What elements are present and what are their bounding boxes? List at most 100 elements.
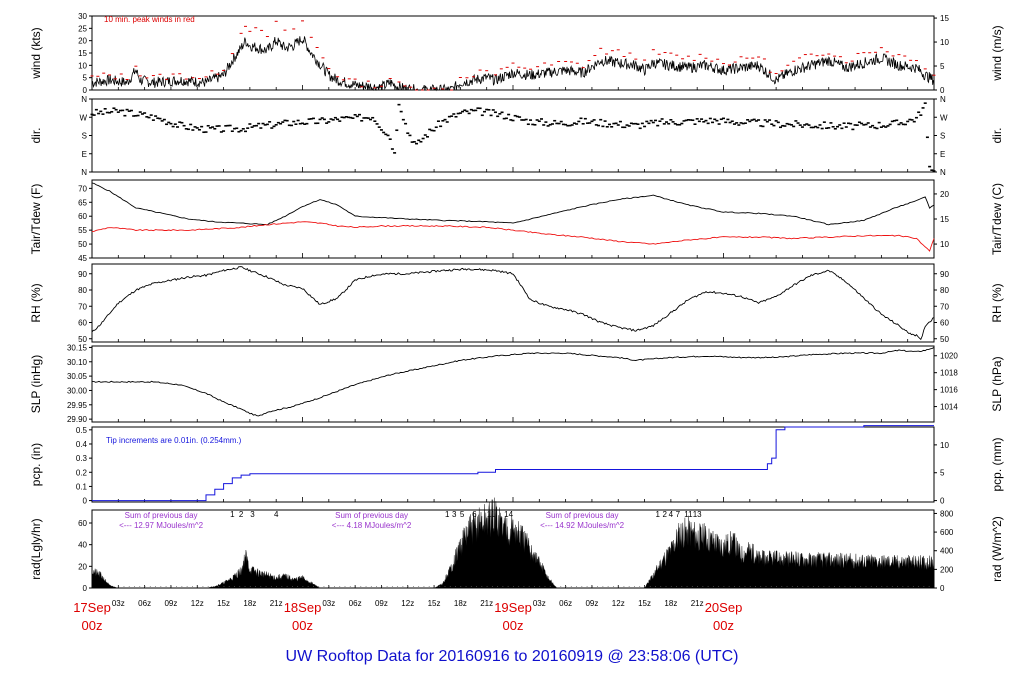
date-label-hour: 00z (713, 618, 734, 633)
temperature-ytick-label-left: 60 (78, 212, 87, 221)
wind-ytick-label-left: 5 (83, 74, 88, 83)
radiation-ytick-label-left: 20 (78, 562, 87, 571)
wind-annotation: 10 min. peak winds in red (104, 15, 195, 24)
radiation-baseline-dot (302, 586, 304, 587)
radiation-baseline-dot (697, 586, 698, 587)
radiation-ylabel-right: rad (W/m^2) (990, 516, 1004, 582)
radiation-area (91, 497, 935, 589)
x-tick-label: 15z (217, 599, 230, 608)
date-label-day: 18Sep (284, 600, 322, 615)
radiation-baseline-dot (655, 586, 656, 587)
radiation-baseline-dot (313, 586, 314, 587)
wind-ytick-label-left: 20 (78, 37, 87, 46)
radiation-baseline-dot (886, 586, 888, 587)
humidity-ylabel-right: RH (%) (990, 283, 1004, 322)
radiation-baseline-dot (497, 586, 499, 587)
footer-title: UW Rooftop Data for 20160916 to 20160919… (285, 648, 739, 665)
radiation-baseline-dot (423, 586, 425, 587)
direction-ytick-label-right: E (940, 150, 945, 159)
radiation-baseline-dot (281, 586, 283, 587)
radiation-baseline-dot (460, 586, 462, 587)
radiation-baseline-dot (465, 586, 467, 587)
radiation-baseline-dot (402, 586, 404, 587)
radiation-baseline-dot (849, 586, 851, 587)
radiation-baseline-dot (760, 586, 762, 587)
radiation-baseline-dot (507, 586, 509, 587)
radiation-baseline-dot (612, 586, 614, 587)
direction-ytick-label-right: S (940, 132, 945, 141)
precipitation-ytick-label-right: 5 (940, 469, 945, 478)
radiation-ytick-label-left: 60 (78, 519, 87, 528)
radiation-baseline-dot (165, 586, 167, 587)
date-label-day: 17Sep (73, 600, 111, 615)
radiation-baseline-dot (255, 586, 256, 587)
radiation-baseline-dot (291, 586, 293, 587)
radiation-baseline-dot (244, 586, 246, 587)
daily-sum-value: <--- 14.92 MJoules/m^2 (540, 521, 625, 530)
tip-mark-label: 2 (663, 510, 668, 519)
radiation-baseline-dot (128, 586, 130, 587)
radiation-baseline-dot (749, 586, 751, 587)
radiation-baseline-dot (876, 586, 877, 587)
humidity-ytick-label-left: 60 (78, 319, 87, 328)
pressure-ytick-label-left: 30.15 (67, 343, 88, 352)
radiation-baseline-dot (797, 586, 798, 587)
wind-ylabel-right: wind (m/s) (990, 25, 1004, 81)
radiation-baseline-dot (228, 586, 230, 587)
radiation-baseline-dot (865, 586, 867, 587)
radiation-baseline-dot (318, 586, 320, 587)
radiation-baseline-dot (186, 586, 188, 587)
temperature-ytick-label-right: 20 (940, 190, 949, 199)
radiation-baseline-dot (828, 586, 830, 587)
radiation-baseline-dot (776, 586, 777, 587)
tip-mark-label: 13 (693, 510, 702, 519)
direction-ytick-label-right: W (940, 113, 948, 122)
x-tick-label: 06z (349, 599, 362, 608)
daily-sum-label: Sum of previous day (546, 511, 619, 520)
radiation-baseline-dot (523, 586, 525, 587)
temperature-ytick-label-left: 70 (78, 184, 87, 193)
wind-speed-line (91, 36, 935, 92)
radiation-baseline-dot (323, 586, 325, 587)
radiation-baseline-dot (786, 586, 788, 587)
radiation-baseline-dot (491, 586, 493, 587)
tip-mark-label: 1 (445, 510, 450, 519)
radiation-baseline-dot (118, 586, 120, 587)
radiation-baseline-dot (881, 586, 883, 587)
precipitation-ylabel-right: pcp. (mm) (990, 437, 1004, 491)
radiation-baseline-dot (581, 586, 583, 587)
pressure-ytick-label-right: 1016 (940, 386, 958, 395)
radiation-baseline-dot (702, 586, 704, 587)
pressure-ytick-label-left: 29.90 (67, 415, 88, 424)
radiation-baseline-dot (676, 586, 677, 587)
radiation-baseline-dot (534, 586, 535, 587)
radiation-baseline-dot (286, 586, 288, 587)
pressure-ytick-label-left: 29.95 (67, 401, 88, 410)
humidity-ytick-label-left: 80 (78, 286, 87, 295)
radiation-baseline-dot (723, 586, 725, 587)
temperature-ytick-label-left: 45 (78, 254, 87, 263)
radiation-baseline-dot (665, 586, 667, 587)
precipitation-ytick-label-right: 0 (940, 497, 945, 506)
precipitation-ytick-label-left: 0.4 (76, 440, 88, 449)
temperature-ylabel-right: Tair/Tdew (C) (990, 183, 1004, 255)
radiation-baseline-dot (139, 586, 141, 587)
direction-ytick-label-right: N (940, 168, 946, 177)
radiation-baseline-dot (376, 586, 377, 587)
direction-ytick-label-left: W (79, 113, 87, 122)
radiation-baseline-dot (265, 586, 267, 587)
radiation-baseline-dot (739, 586, 741, 587)
radiation-baseline-dot (891, 586, 893, 587)
radiation-baseline-dot (607, 586, 609, 587)
radiation-baseline-dot (386, 586, 388, 587)
precipitation-ytick-label-left: 0.1 (76, 482, 88, 491)
radiation-baseline-dot (802, 586, 804, 587)
temperature-ytick-label-right: 10 (940, 240, 949, 249)
tip-mark-label: 2 (239, 510, 244, 519)
pressure-ytick-label-left: 30.05 (67, 372, 88, 381)
x-tick-label: 03z (112, 599, 125, 608)
radiation-baseline-dot (202, 586, 204, 587)
radiation-baseline-dot (781, 586, 783, 587)
date-label-day: 19Sep (494, 600, 532, 615)
radiation-baseline-dot (218, 586, 220, 587)
